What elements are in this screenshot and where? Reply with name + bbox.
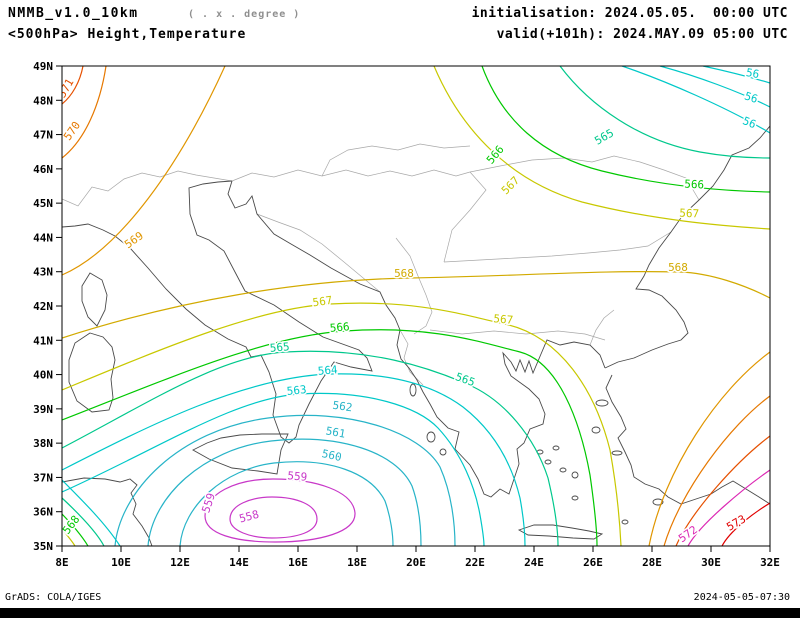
bottom-black-bar [0, 608, 800, 618]
svg-text:565: 565 [269, 340, 290, 355]
svg-text:573: 573 [724, 512, 748, 533]
svg-text:566: 566 [329, 320, 350, 335]
lat-label: 42N [33, 300, 53, 313]
lat-label: 47N [33, 129, 53, 142]
lon-label: 18E [347, 556, 367, 569]
lon-label: 10E [111, 556, 131, 569]
lon-label: 30E [701, 556, 721, 569]
lat-label: 49N [33, 60, 53, 73]
svg-text:56: 56 [741, 114, 758, 131]
lat-label: 40N [33, 369, 53, 382]
lon-label: 12E [170, 556, 190, 569]
lon-label: 14E [229, 556, 249, 569]
svg-text:566: 566 [684, 177, 705, 191]
svg-text:560: 560 [321, 447, 343, 464]
svg-text:571: 571 [55, 76, 76, 100]
lat-label: 38N [33, 437, 53, 450]
lon-label: 24E [524, 556, 544, 569]
lat-label: 43N [33, 266, 53, 279]
lon-label: 8E [55, 556, 68, 569]
svg-text:567: 567 [499, 174, 522, 197]
svg-text:567: 567 [679, 206, 700, 220]
lat-label: 46N [33, 163, 53, 176]
lon-label: 26E [583, 556, 603, 569]
lat-label: 41N [33, 334, 53, 347]
lon-label: 32E [760, 556, 780, 569]
initialisation-time: initialisation: 2024.05.05. 00:00 UTC [471, 6, 788, 21]
model-name: NMMB_v1.0_10km [8, 6, 139, 21]
lon-label: 22E [465, 556, 485, 569]
svg-text:559: 559 [287, 469, 308, 484]
grads-credit: GrADS: COLA/IGES [5, 592, 102, 603]
svg-text:558: 558 [238, 508, 261, 526]
svg-text:56: 56 [743, 89, 760, 105]
lat-label: 39N [33, 403, 53, 416]
svg-text:562: 562 [332, 399, 353, 415]
country-borders [62, 143, 700, 386]
svg-text:564: 564 [317, 363, 338, 378]
svg-text:559: 559 [199, 491, 218, 514]
valid-time: valid(+101h): 2024.MAY.09 05:00 UTC [496, 27, 788, 42]
svg-text:561: 561 [325, 424, 347, 440]
svg-text:568: 568 [394, 267, 414, 280]
svg-text:568: 568 [668, 261, 688, 274]
coastlines [62, 125, 770, 546]
map-frame: 49N 48N 47N 46N 45N 44N 43N 42N 41N 40N 39N 38N 37N 3… [33, 60, 780, 569]
grid-note: ( . x . degree ) [188, 9, 301, 20]
svg-text:567: 567 [493, 312, 514, 327]
svg-text:565: 565 [454, 370, 477, 389]
contour-lines [62, 66, 770, 546]
lon-label: 20E [406, 556, 426, 569]
lat-label: 36N [33, 506, 53, 519]
lon-label: 28E [642, 556, 662, 569]
lat-label: 45N [33, 197, 53, 210]
lat-label: 44N [33, 231, 53, 244]
lat-label: 37N [33, 471, 53, 484]
svg-text:565: 565 [592, 126, 616, 147]
lon-label: 16E [288, 556, 308, 569]
svg-text:563: 563 [286, 383, 307, 398]
svg-text:572: 572 [676, 523, 700, 545]
svg-text:569: 569 [122, 229, 146, 251]
generation-timestamp: 2024-05-05-07:30 [693, 592, 790, 603]
svg-text:56: 56 [745, 66, 760, 81]
lat-label: 35N [33, 540, 53, 553]
lat-label: 48N [33, 94, 53, 107]
field-title: <500hPa> Height,Temperature [8, 27, 247, 42]
svg-text:567: 567 [312, 294, 333, 310]
